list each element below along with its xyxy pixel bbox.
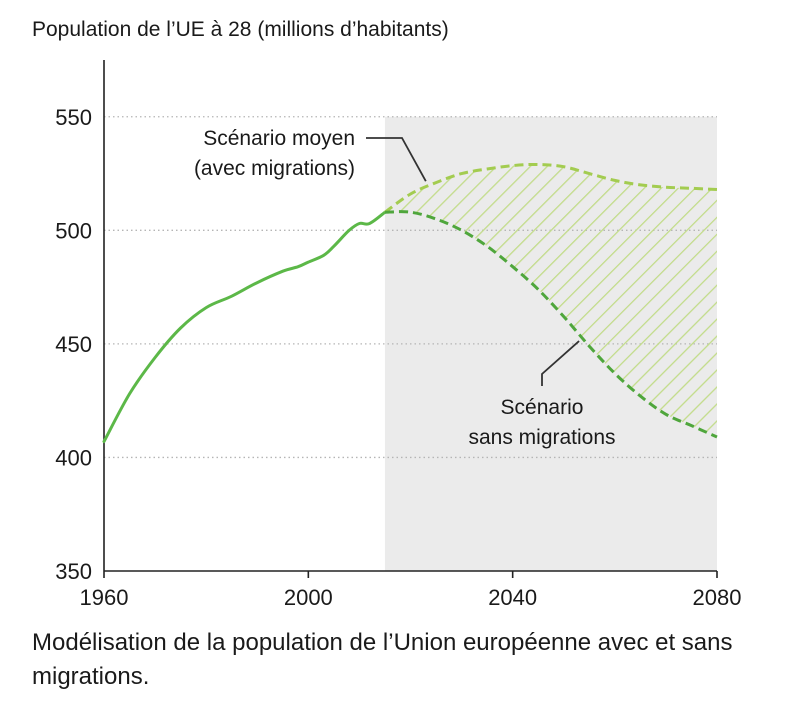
series-sans-migrations-line	[384, 210, 718, 439]
grid-lines	[104, 116, 717, 459]
y-tick-label-550: 550	[55, 105, 92, 130]
annotation-sans-migrations-line-2: sans migrations	[468, 426, 615, 449]
annotation-avec-migrations-line-1: Scénario moyen	[203, 127, 355, 150]
x-tick-label-2000: 2000	[284, 585, 333, 610]
x-tick-label-2040: 2040	[488, 585, 537, 610]
annotation-sans-migrations-leader	[541, 340, 580, 386]
chart-title: Population de l’UE à 28 (millions d’habi…	[32, 18, 449, 41]
series-historique-line	[102, 210, 387, 443]
x-tick-label-1960: 1960	[80, 585, 129, 610]
annotation-sans-migrations-line-1: Scénario	[501, 396, 584, 419]
y-tick-label-500: 500	[55, 218, 92, 243]
annotations: Scénario moyen (avec migrations) Scénario s…	[194, 127, 616, 449]
series-avec-migrations-line	[384, 162, 718, 214]
y-tick-label-350: 350	[55, 559, 92, 584]
y-axis-ticks: 350 400 450 500 550	[55, 105, 92, 584]
y-tick-label-400: 400	[55, 445, 92, 470]
annotation-avec-migrations-leader	[366, 137, 427, 182]
annotation-avec-migrations-line-2: (avec migrations)	[194, 157, 355, 180]
x-tick-label-2080: 2080	[693, 585, 742, 610]
y-tick-label-450: 450	[55, 332, 92, 357]
figure-caption: Modélisation de la population de l’Union…	[32, 629, 733, 690]
x-axis-ticks: 1960 2000 2040 2080	[80, 571, 742, 610]
